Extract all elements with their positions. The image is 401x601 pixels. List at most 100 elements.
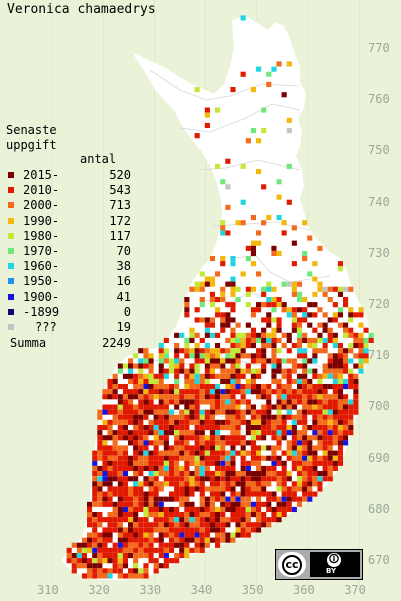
occurrence-cell — [209, 491, 216, 497]
x-tick-label: 370 — [344, 583, 366, 597]
occurrence-cell — [174, 435, 180, 441]
occurrence-cell — [194, 307, 200, 313]
occurrence-cell — [128, 476, 134, 482]
occurrence-cell — [281, 430, 287, 436]
occurrence-cell — [97, 568, 103, 574]
occurrence-cell — [297, 445, 303, 451]
occurrence-cell — [230, 471, 236, 477]
occurrence-cell — [199, 506, 205, 513]
occurrence-cell — [112, 522, 118, 528]
occurrence-cell — [312, 312, 318, 318]
occurrence-cell — [256, 384, 262, 390]
occurrence-cell — [199, 302, 205, 308]
occurrence-cell — [337, 261, 344, 267]
occurrence-cell — [163, 414, 169, 420]
occurrence-cell — [179, 358, 185, 364]
occurrence-cell — [158, 419, 164, 425]
occurrence-cell — [266, 481, 272, 487]
occurrence-cell — [327, 358, 333, 364]
occurrence-cell — [148, 430, 154, 436]
occurrence-cell — [102, 532, 108, 538]
occurrence-cell — [276, 194, 282, 200]
occurrence-cell — [204, 378, 210, 385]
occurrence-cell — [281, 389, 287, 395]
occurrence-cell — [189, 399, 195, 405]
occurrence-cell — [302, 450, 308, 456]
cc-by-license-badge[interactable]: cc 🛈 BY — [275, 549, 363, 580]
occurrence-cell — [209, 506, 216, 513]
occurrence-cell — [358, 353, 364, 359]
occurrence-cell — [153, 527, 159, 533]
legend-label: 1990- — [23, 213, 60, 228]
legend-row: 1950- 16 — [6, 274, 131, 289]
occurrence-cell — [286, 378, 292, 385]
occurrence-cell — [122, 486, 129, 492]
occurrence-cell — [199, 542, 205, 548]
occurrence-cell — [128, 568, 134, 574]
occurrence-cell — [271, 389, 277, 395]
occurrence-cell — [184, 409, 190, 415]
occurrence-cell — [297, 348, 303, 354]
occurrence-cell — [163, 445, 169, 451]
occurrence-cell — [189, 486, 195, 492]
occurrence-cell — [163, 389, 169, 395]
occurrence-cell — [322, 419, 328, 425]
occurrence-cell — [317, 286, 323, 292]
occurrence-cell — [337, 322, 344, 328]
occurrence-cell — [122, 450, 129, 456]
occurrence-cell — [169, 512, 175, 518]
occurrence-cell — [153, 512, 159, 518]
occurrence-cell — [317, 245, 323, 251]
occurrence-cell — [235, 527, 241, 533]
occurrence-cell — [343, 440, 349, 446]
occurrence-cell — [122, 476, 129, 482]
occurrence-cell — [179, 527, 185, 533]
occurrence-cell — [122, 481, 129, 487]
occurrence-cell — [256, 522, 262, 528]
occurrence-cell — [97, 553, 103, 559]
occurrence-cell — [291, 261, 297, 267]
occurrence-cell — [291, 368, 297, 374]
occurrence-cell — [302, 378, 308, 385]
occurrence-cell — [112, 527, 118, 533]
occurrence-cell — [307, 440, 313, 446]
occurrence-cell — [240, 389, 246, 395]
occurrence-cell — [245, 430, 251, 436]
occurrence-cell — [256, 481, 262, 487]
legend-label: 1980- — [23, 228, 60, 243]
occurrence-cell — [358, 368, 364, 374]
occurrence-cell — [138, 522, 144, 528]
occurrence-cell — [307, 481, 313, 487]
occurrence-cell — [230, 317, 236, 323]
occurrence-cell — [307, 312, 313, 318]
occurrence-cell — [189, 460, 195, 466]
occurrence-cell — [353, 389, 359, 395]
legend-row: 1970- 70 — [6, 244, 131, 259]
occurrence-cell — [250, 491, 257, 497]
occurrence-cell — [97, 537, 103, 543]
occurrence-cell — [169, 363, 175, 369]
occurrence-cell — [174, 425, 180, 431]
occurrence-cell — [348, 312, 354, 318]
occurrence-cell — [66, 547, 72, 553]
cc-by-text: BY — [326, 567, 337, 575]
occurrence-cell — [343, 302, 349, 308]
occurrence-cell — [148, 455, 154, 461]
occurrence-cell — [122, 517, 129, 523]
occurrence-cell — [128, 491, 134, 497]
occurrence-cell — [143, 573, 149, 579]
occurrence-cell — [317, 399, 323, 405]
occurrence-cell — [189, 348, 195, 354]
occurrence-cell — [209, 302, 216, 308]
occurrence-cell — [266, 302, 272, 308]
occurrence-cell — [209, 440, 216, 446]
occurrence-cell — [245, 138, 251, 144]
occurrence-cell — [97, 573, 103, 579]
occurrence-cell — [317, 281, 323, 287]
occurrence-cell — [230, 399, 236, 405]
occurrence-cell — [317, 430, 323, 436]
occurrence-cell — [261, 491, 267, 497]
occurrence-cell — [174, 486, 180, 492]
occurrence-cell — [122, 465, 129, 472]
occurrence-cell — [158, 563, 164, 569]
